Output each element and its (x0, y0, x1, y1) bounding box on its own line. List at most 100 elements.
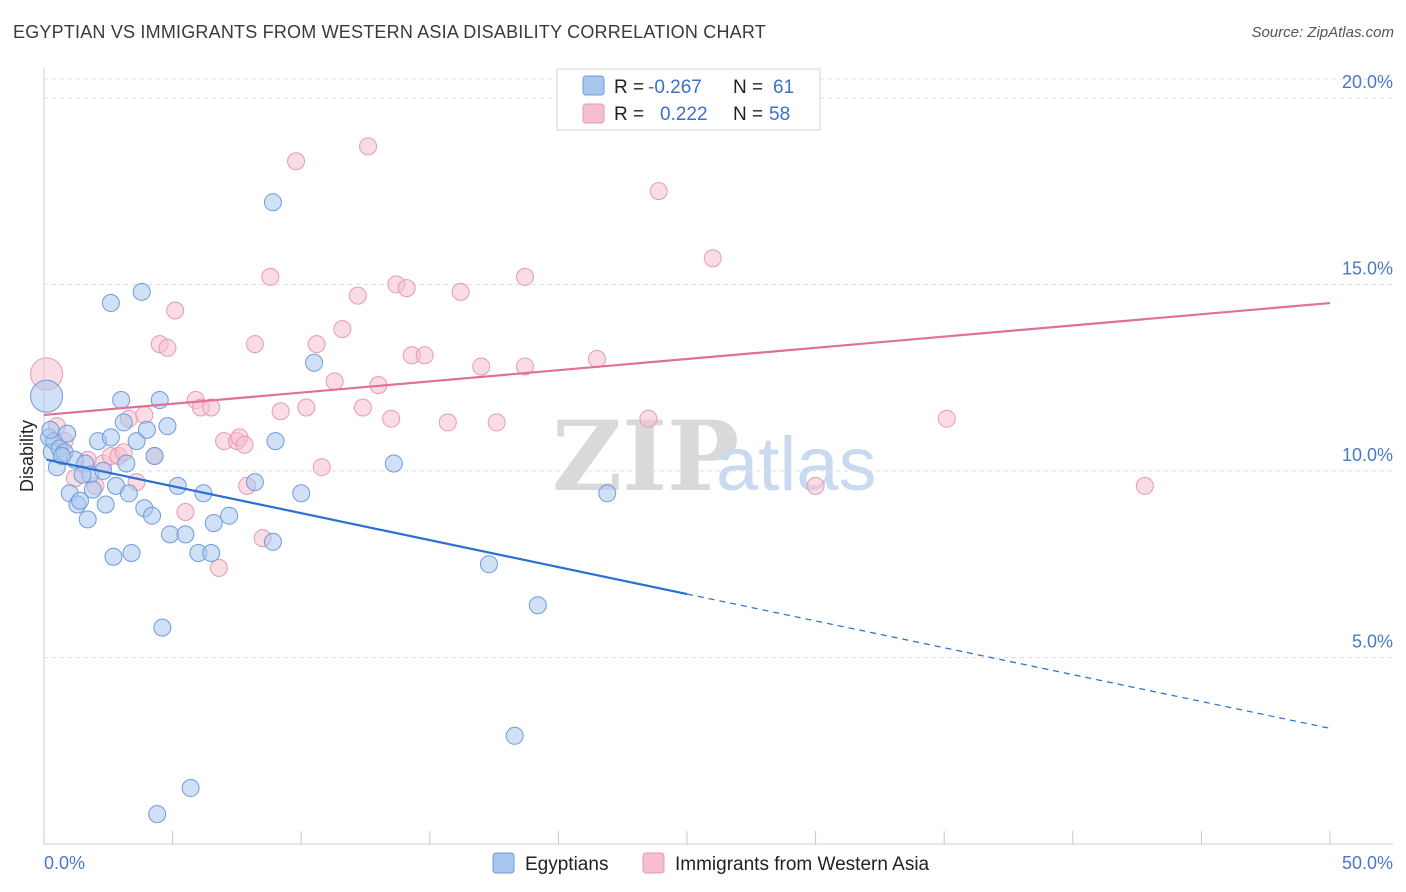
egyptians-point (41, 420, 60, 439)
x-tick-label-min: 0.0% (44, 853, 85, 873)
egyptians-point (71, 491, 90, 510)
immigrants-point (397, 279, 416, 298)
bottom-legend-swatch-immigrants (642, 852, 665, 874)
egyptians-point (148, 805, 167, 824)
egyptians-point (202, 544, 221, 562)
immigrants-point (1135, 476, 1154, 495)
immigrants-point (261, 267, 280, 286)
immigrants-point (307, 335, 326, 354)
immigrants-point (587, 350, 606, 368)
immigrants-point (325, 372, 344, 391)
y-axis-label: Disability (17, 420, 37, 492)
egyptians-point (153, 618, 172, 637)
egyptians-point (220, 506, 239, 525)
egyptians-point (204, 514, 223, 533)
immigrants-point (415, 346, 434, 365)
egyptians-point (53, 447, 72, 465)
egyptians-point (479, 555, 498, 574)
y-tick-label: 5.0% (1352, 631, 1393, 651)
egyptians-point (101, 428, 120, 447)
immigrants-point (487, 413, 506, 432)
immigrants-point (166, 301, 185, 320)
legend-n-label-0: N = (733, 77, 763, 98)
immigrants-point (202, 398, 221, 417)
immigrants-point (176, 502, 195, 521)
immigrants-trend-line (43, 301, 1331, 417)
egyptians-point (132, 282, 151, 301)
immigrants-point (472, 357, 491, 376)
egyptians-point (30, 379, 64, 413)
egyptians-point (122, 544, 141, 562)
bottom-legend: Egyptians Immigrants from Western Asia (492, 852, 930, 875)
immigrants-point (937, 409, 956, 428)
x-ticks: 0.0% 50.0% (43, 831, 1393, 873)
chart-title: EGYPTIAN VS IMMIGRANTS FROM WESTERN ASIA… (13, 22, 766, 42)
egyptians-point (145, 447, 164, 465)
chart-source: Source: ZipAtlas.com (1251, 24, 1394, 41)
egyptians-point (266, 432, 285, 451)
legend-r-value-egyptians: -0.267 (648, 77, 702, 98)
bottom-legend-label-immigrants: Immigrants from Western Asia (675, 854, 930, 875)
egyptians-point (83, 480, 102, 499)
immigrants-point (353, 398, 372, 417)
legend-r-label-1: R = (614, 104, 644, 125)
legend-n-label-1: N = (733, 104, 763, 125)
egyptians-point (58, 424, 77, 443)
immigrants-point (135, 405, 154, 424)
egyptians-point (181, 779, 200, 798)
immigrants-point (639, 409, 658, 428)
egyptians-point (127, 432, 146, 451)
series-egyptians-points (30, 193, 617, 824)
egyptians-point (505, 726, 524, 745)
immigrants-point (649, 182, 668, 201)
egyptians-point (161, 525, 180, 544)
egyptians-point (143, 506, 162, 525)
immigrants-point (382, 409, 401, 428)
bottom-legend-label-egyptians: Egyptians (525, 854, 608, 875)
y-tick-labels: 5.0% 10.0% 15.0% 20.0% (1342, 72, 1393, 652)
trend-lines (43, 301, 1331, 729)
egyptians-point (263, 193, 282, 212)
immigrants-point (359, 137, 378, 156)
egyptians-point (104, 547, 123, 566)
bottom-legend-swatch-egyptians (492, 852, 515, 874)
egyptians-point (384, 454, 403, 473)
immigrants-point (515, 357, 534, 376)
immigrants-point (245, 335, 264, 354)
egyptians-point (528, 596, 547, 615)
legend-swatch-egyptians (582, 75, 605, 96)
gridlines (44, 78, 1393, 658)
egyptians-point (112, 391, 131, 410)
series-immigrants-points (30, 137, 1154, 577)
legend-r-label-0: R = (614, 77, 644, 98)
watermark-atlas: atlas (716, 422, 877, 507)
immigrants-point (806, 476, 825, 495)
egyptians-point (73, 465, 92, 484)
egyptians-point (78, 510, 97, 529)
egyptians-point (117, 454, 136, 473)
immigrants-point (438, 413, 457, 432)
egyptians-point (101, 294, 120, 313)
egyptians-point (598, 484, 617, 503)
legend-n-value-egyptians: 61 (773, 77, 794, 98)
immigrants-point (703, 249, 722, 268)
immigrants-point (235, 435, 254, 454)
immigrants-point (348, 286, 367, 305)
legend-swatch-immigrants (582, 103, 605, 124)
y-tick-label: 15.0% (1342, 258, 1393, 278)
immigrants-point (287, 152, 306, 171)
immigrants-point (209, 558, 228, 577)
y-tick-label: 10.0% (1342, 445, 1393, 465)
egyptians-trend-line (46, 458, 688, 596)
egyptians-point (137, 420, 156, 439)
immigrants-point (271, 402, 290, 421)
egyptians-point (263, 532, 282, 551)
egyptians-trend-extension (686, 593, 1331, 729)
egyptians-point (292, 484, 311, 503)
immigrants-point (297, 398, 316, 417)
egyptians-point (305, 353, 324, 372)
egyptians-point (119, 484, 138, 503)
immigrants-point (333, 320, 352, 339)
egyptians-point (114, 413, 133, 432)
